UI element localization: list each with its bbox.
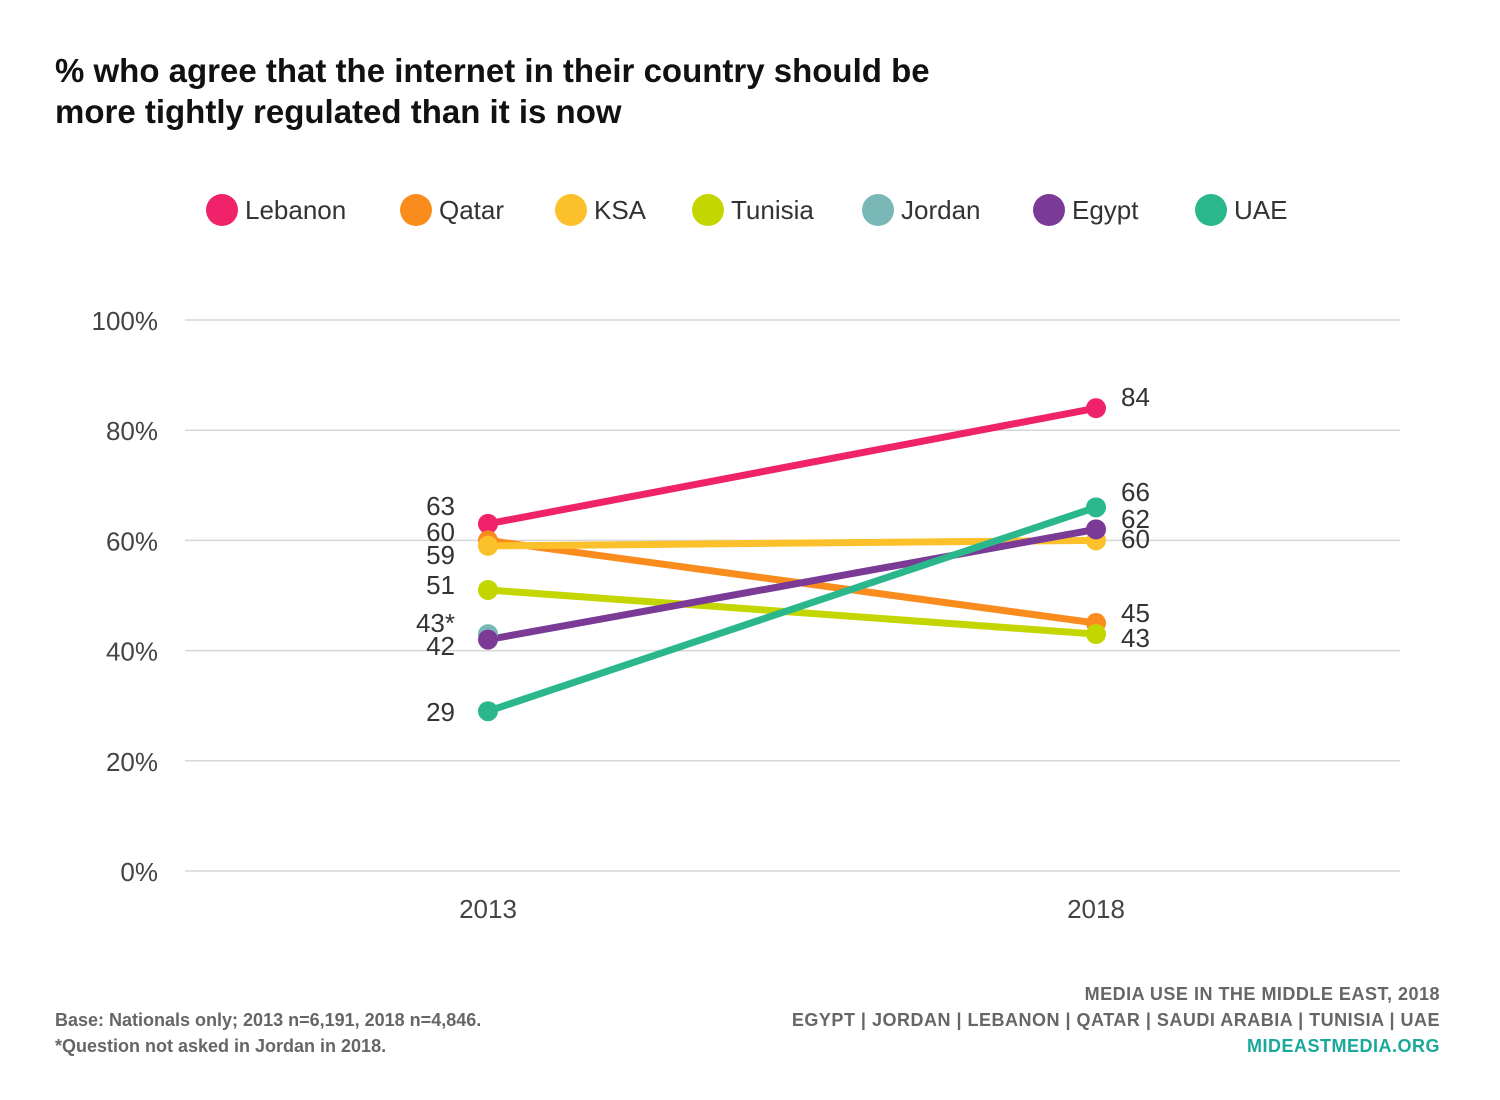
point-lebanon-2018 (1086, 398, 1106, 419)
data-label-qatar-2013: 60 (426, 517, 455, 547)
data-label-qatar-2018: 45 (1121, 598, 1150, 628)
data-label-jordan-2013: 43* (416, 608, 455, 638)
data-label-egypt-2018: 62 (1121, 504, 1150, 534)
point-uae-2013 (478, 701, 498, 722)
x-tick-label-2018: 2018 (1067, 894, 1125, 924)
legend-item-jordan: Jordan (862, 194, 981, 226)
legend-marker-jordan (862, 194, 894, 226)
chart-title-line-2: more tightly regulated than it is now (55, 93, 622, 130)
legend-marker-qatar (400, 194, 432, 226)
y-tick-label: 80% (106, 416, 158, 446)
y-tick-label: 60% (106, 526, 158, 556)
y-tick-label: 20% (106, 747, 158, 777)
point-uae-2018 (1086, 497, 1106, 518)
legend-label-ksa: KSA (594, 195, 647, 225)
legend-marker-lebanon (206, 194, 238, 226)
point-lebanon-2013 (478, 513, 498, 534)
legend-label-tunisia: Tunisia (731, 195, 814, 225)
legend-item-uae: UAE (1195, 194, 1287, 226)
y-tick-label: 0% (120, 857, 158, 887)
data-label-egypt-2013: 42 (426, 631, 455, 661)
chart-legend: Lebanon Qatar KSA Tunisia Jordan Egypt UAE (206, 194, 1287, 226)
footnotes: Base: Nationals only; 2013 n=6,191, 2018… (55, 1007, 481, 1059)
data-label-uae-2018: 66 (1121, 477, 1150, 507)
line-uae (484, 503, 1100, 715)
data-label-ksa-2018: 60 (1121, 524, 1150, 554)
legend-item-tunisia: Tunisia (692, 194, 814, 226)
point-egypt-2013 (478, 629, 498, 650)
data-label-tunisia-2018: 43 (1121, 623, 1150, 653)
data-label-uae-2013: 29 (426, 697, 455, 727)
legend-item-qatar: Qatar (400, 194, 504, 226)
legend-item-lebanon: Lebanon (206, 194, 346, 226)
source-countries: EGYPT | JORDAN | LEBANON | QATAR | SAUDI… (791, 1010, 1440, 1030)
data-label-ksa-2013: 59 (426, 540, 455, 570)
x-tick-label-2013: 2013 (459, 894, 517, 924)
legend-label-lebanon: Lebanon (245, 195, 346, 225)
jordan-note: *Question not asked in Jordan in 2018. (55, 1036, 387, 1056)
point-egypt-2018 (1086, 519, 1106, 540)
website-link[interactable]: MIDEASTMEDIA.ORG (1246, 1036, 1440, 1056)
chart-title-line-1: % who agree that the internet in their c… (55, 52, 930, 89)
point-tunisia-2013 (478, 579, 498, 600)
series-points (478, 398, 1106, 722)
legend-item-ksa: KSA (555, 194, 647, 226)
legend-item-egypt: Egypt (1033, 194, 1139, 226)
data-label-tunisia-2013: 51 (426, 570, 455, 600)
chart-title: % who agree that the internet in their c… (55, 50, 1155, 132)
legend-label-jordan: Jordan (901, 195, 981, 225)
source-block: MEDIA USE IN THE MIDDLE EAST, 2018 EGYPT… (792, 981, 1440, 1059)
legend-label-qatar: Qatar (439, 195, 504, 225)
legend-marker-ksa (555, 194, 587, 226)
legend-marker-uae (1195, 194, 1227, 226)
chart-gridlines (185, 319, 1400, 872)
line-lebanon (484, 404, 1100, 528)
legend-label-egypt: Egypt (1072, 195, 1139, 225)
line-egypt (484, 525, 1100, 644)
source-title: MEDIA USE IN THE MIDDLE EAST, 2018 (1084, 984, 1440, 1004)
legend-marker-tunisia (692, 194, 724, 226)
base-note: Base: Nationals only; 2013 n=6,191, 2018… (55, 1010, 482, 1030)
point-tunisia-2018 (1086, 624, 1106, 645)
legend-label-uae: UAE (1234, 195, 1287, 225)
x-axis: 2013 2018 (459, 894, 1125, 924)
data-label-lebanon-2018: 84 (1121, 382, 1150, 412)
legend-marker-egypt (1033, 194, 1065, 226)
y-tick-label: 100% (92, 306, 159, 336)
series-lines (484, 404, 1100, 715)
data-label-lebanon-2013: 63 (426, 491, 455, 521)
y-tick-label: 40% (106, 637, 158, 667)
point-ksa-2013 (478, 535, 498, 556)
y-axis: 0% 20% 40% 60% 80% 100% (92, 306, 159, 887)
